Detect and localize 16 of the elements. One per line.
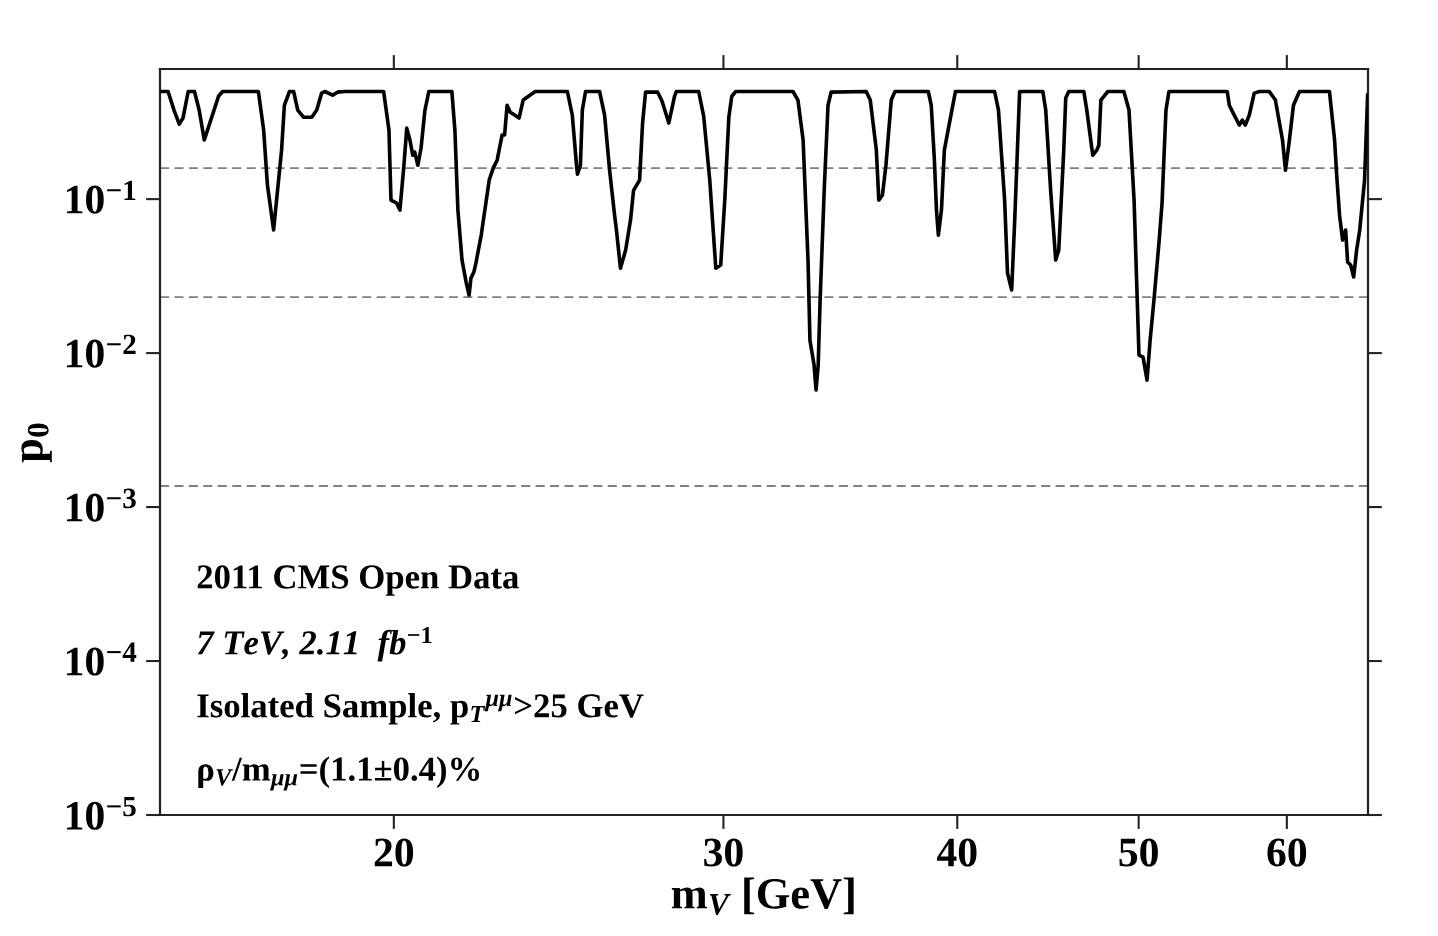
y-tick-label: 10$^{−1}$ xyxy=(66,180,136,214)
x-tick-label: 40 xyxy=(937,838,977,867)
x-tick-label: 20 xyxy=(374,838,414,867)
y-tick-label: 10$^{−4}$ xyxy=(66,642,137,676)
x-axis-title: m$_{V}$ [GeV] xyxy=(671,877,854,915)
x-tick-label: 60 xyxy=(1267,838,1307,867)
y-tick-label: 10$^{−2}$ xyxy=(66,334,136,368)
annotation: 7 TeV, 2.11 fb$^{−1}$ xyxy=(197,627,432,662)
y-tick-label: 10$^{−3}$ xyxy=(66,488,136,522)
y-axis-title: p$_{0}$ xyxy=(21,423,52,463)
x-tick-label: 50 xyxy=(1119,838,1158,867)
y-tick-label: 10$^{−5}$ xyxy=(66,796,136,830)
annotation: Isolated Sample, p$_{T}$$^{μμ}$>25 GeV xyxy=(197,693,644,725)
x-tick-label: 30 xyxy=(704,838,743,867)
annotation: 2011 CMS Open Data xyxy=(197,565,519,596)
annotation: ρ$_{V}$/m$_{μμ}$=(1.1±0.4)% xyxy=(198,756,480,791)
